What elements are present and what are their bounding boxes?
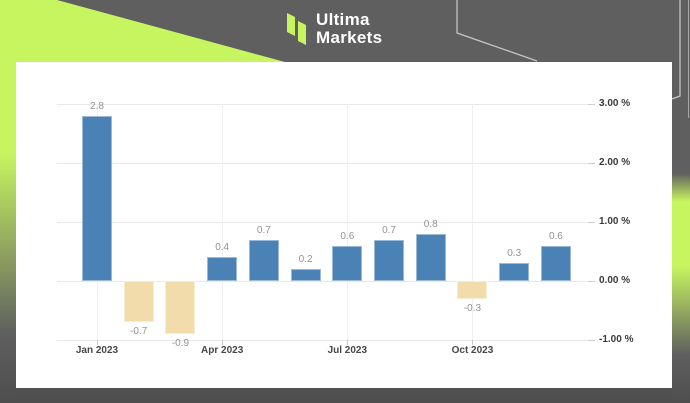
y-axis-label: -1.00 % — [599, 334, 634, 345]
bar-jan-2023 — [82, 115, 112, 281]
ultima-markets-logo-icon — [287, 13, 306, 45]
bar-feb-2023 — [123, 281, 154, 323]
y-axis-label: 2.00 % — [599, 157, 631, 168]
x-axis-label: Apr 2023 — [201, 345, 244, 356]
x-axis-label: Jan 2023 — [75, 345, 119, 356]
bar-value-label: 0.8 — [423, 218, 438, 230]
gridline-horizontal — [57, 104, 595, 105]
y-axis-label: 3.00 % — [599, 98, 631, 109]
gridline-vertical — [222, 104, 224, 340]
bar-value-label: 0.3 — [507, 248, 522, 260]
y-axis-label: 1.00 % — [599, 216, 631, 227]
brand-name-line1: Ultima — [316, 10, 370, 29]
bar-value-label: 0.6 — [340, 230, 355, 242]
bar-value-label: 2.8 — [90, 100, 104, 112]
x-axis-tick — [97, 340, 98, 345]
brand-name-line2: Markets — [316, 28, 383, 47]
gridline-horizontal — [57, 222, 595, 223]
left-accent-strip — [0, 0, 16, 403]
y-axis-label: 0.00 % — [599, 275, 631, 286]
x-axis-tick — [222, 340, 224, 345]
y-axis-tick — [588, 340, 595, 341]
right-accent-strip — [672, 0, 690, 403]
y-axis-tick — [588, 104, 595, 105]
bar-value-label: 0.2 — [298, 254, 313, 266]
brand-name: Ultima Markets — [316, 11, 382, 47]
bar-mar-2023 — [165, 281, 196, 335]
y-axis-tick — [588, 163, 595, 164]
bar-apr-2023 — [207, 257, 238, 281]
gridline-vertical — [472, 104, 474, 340]
bar-aug-2023 — [374, 239, 405, 281]
bar-value-label: 0.7 — [256, 224, 271, 236]
x-axis-tick — [472, 340, 474, 345]
bar-value-label: -0.7 — [130, 326, 148, 338]
bar-value-label: 0.7 — [382, 224, 396, 236]
bar-value-label: -0.9 — [171, 338, 190, 350]
bar-sep-2023 — [415, 233, 446, 281]
x-axis-label: Oct 2023 — [451, 345, 494, 356]
bar-jun-2023 — [290, 269, 321, 281]
bar-nov-2023 — [499, 263, 530, 281]
green-wedge-decoration — [0, 0, 285, 62]
bar-value-label: 0.6 — [548, 230, 563, 242]
bar-dec-2023 — [540, 245, 571, 281]
plot-area: 2.8 -0.7 -0.9 0.4 0.7 0.2 0.6 0.7 0.8 -0.3 0.3 0.6 — [57, 100, 595, 349]
bar-value-label: 0.4 — [215, 242, 230, 254]
gridline-vertical — [347, 104, 349, 340]
y-axis-tick — [588, 281, 595, 282]
bar-oct-2023 — [457, 281, 488, 299]
brand-logo: Ultima Markets — [287, 11, 382, 49]
bar-jul-2023 — [332, 245, 363, 281]
gridline-horizontal — [57, 340, 595, 341]
bar-value-label: -0.3 — [463, 302, 482, 314]
x-axis-label: Jul 2023 — [327, 345, 368, 356]
gridline-horizontal — [57, 281, 595, 282]
bar-may-2023 — [248, 239, 279, 281]
y-axis-tick — [588, 222, 595, 223]
x-axis-tick — [347, 340, 349, 345]
chart-panel: 2.8 -0.7 -0.9 0.4 0.7 0.2 0.6 0.7 0.8 -0.3 0.3 0.6 … — [16, 62, 672, 388]
gridline-horizontal — [57, 163, 595, 164]
